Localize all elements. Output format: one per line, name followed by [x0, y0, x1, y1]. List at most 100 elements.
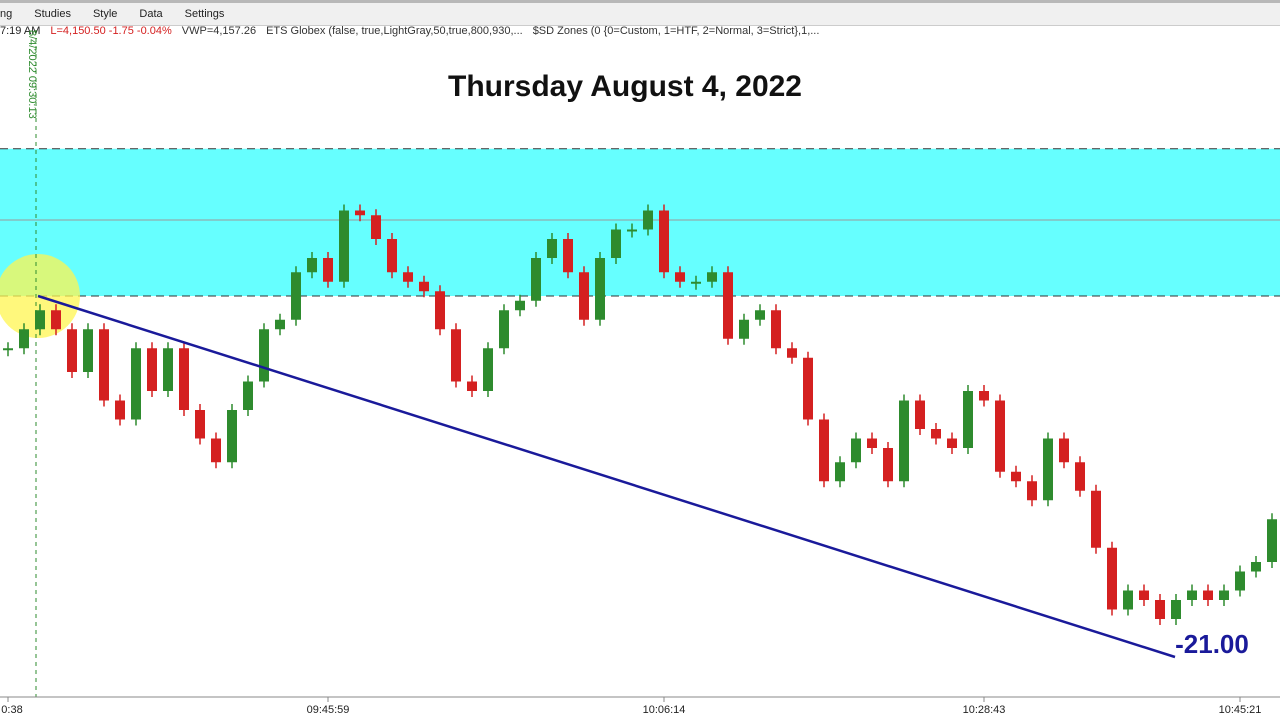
- candle: [227, 410, 237, 463]
- candle: [1107, 547, 1117, 610]
- candle: [339, 210, 349, 282]
- candle: [979, 391, 989, 401]
- candle: [67, 329, 77, 372]
- candle: [403, 272, 413, 282]
- toolbar-item[interactable]: ng: [0, 8, 13, 20]
- cursor-label: 8/4/2022 09:30:13: [26, 30, 38, 119]
- candle: [195, 410, 205, 439]
- candle: [963, 391, 973, 448]
- candle: [355, 210, 365, 216]
- candle: [611, 229, 621, 258]
- candle: [835, 462, 845, 482]
- candle: [1043, 438, 1053, 501]
- toolbar-item[interactable]: Settings: [184, 8, 225, 20]
- candle: [259, 329, 269, 382]
- candle: [35, 310, 45, 330]
- info-text: L=4,150.50 -1.75 -0.04%: [50, 25, 172, 37]
- candle: [515, 300, 525, 311]
- candle: [3, 348, 13, 351]
- info-text: VWP=4,157.26: [181, 25, 257, 37]
- candle: [819, 419, 829, 482]
- candle: [931, 429, 941, 439]
- candle: [787, 348, 797, 358]
- candle: [899, 400, 909, 482]
- candle: [19, 329, 29, 349]
- info-text: 7:19 AM: [0, 25, 41, 37]
- candle: [451, 329, 461, 382]
- candle: [947, 438, 957, 448]
- candle: [147, 348, 157, 391]
- candle: [691, 281, 701, 284]
- x-tick-label: 0:38: [1, 704, 22, 716]
- candle: [467, 381, 477, 391]
- candle: [1075, 462, 1085, 491]
- candle: [323, 258, 333, 282]
- x-tick-label: 09:45:59: [307, 704, 350, 716]
- candle: [1155, 600, 1165, 619]
- candle: [867, 438, 877, 448]
- candle: [547, 239, 557, 258]
- candle: [1011, 471, 1021, 482]
- candle: [995, 400, 1005, 472]
- candle: [419, 281, 429, 292]
- info-bar: 7:19 AM L=4,150.50 -1.75 -0.04% VWP=4,157.…: [0, 25, 829, 39]
- candle: [707, 272, 717, 282]
- info-text: ETS Globex (false, true,LightGray,50,tru…: [266, 25, 523, 37]
- candle: [915, 400, 925, 429]
- candle: [1139, 590, 1149, 600]
- candle: [563, 239, 573, 273]
- trendline-label: -21.00: [1175, 629, 1249, 659]
- candle: [115, 400, 125, 420]
- x-tick-label: 10:45:21: [1219, 704, 1262, 716]
- candle: [1027, 481, 1037, 501]
- candle: [1251, 562, 1261, 572]
- candle: [531, 258, 541, 301]
- candle: [755, 310, 765, 320]
- candle: [723, 272, 733, 339]
- candle: [179, 348, 189, 410]
- toolbar: ng Studies Style Data Settings: [0, 0, 1280, 26]
- toolbar-item[interactable]: Data: [139, 8, 163, 20]
- trendline: [37, 294, 1176, 659]
- candle: [643, 210, 653, 230]
- candle: [1091, 490, 1101, 548]
- candle: [1171, 600, 1181, 619]
- candle: [99, 329, 109, 401]
- candle: [579, 272, 589, 320]
- candle: [851, 438, 861, 463]
- candle: [435, 291, 445, 330]
- candle: [1059, 438, 1069, 463]
- toolbar-item[interactable]: Studies: [34, 8, 71, 20]
- candle: [51, 310, 61, 330]
- candle: [739, 319, 749, 339]
- candle: [595, 258, 605, 320]
- candle: [1267, 519, 1277, 562]
- candle: [771, 310, 781, 349]
- info-text: $SD Zones (0 {0=Custom, 1=HTF, 2=Normal,…: [532, 25, 820, 37]
- candle: [211, 438, 221, 463]
- zone: [0, 148, 1280, 296]
- candle: [291, 272, 301, 320]
- chart-title: Thursday August 4, 2022: [448, 70, 802, 103]
- candle: [275, 319, 285, 330]
- candle: [1123, 590, 1133, 610]
- candle: [883, 448, 893, 482]
- candle: [1187, 590, 1197, 600]
- candle: [163, 348, 173, 391]
- candle: [627, 229, 637, 232]
- candle: [83, 329, 93, 372]
- x-tick-label: 10:06:14: [643, 704, 686, 716]
- candle: [307, 258, 317, 273]
- candle: [1203, 590, 1213, 600]
- candle: [387, 239, 397, 273]
- candle: [1235, 571, 1245, 591]
- candle: [483, 348, 493, 391]
- candle: [371, 215, 381, 239]
- candle: [243, 381, 253, 410]
- toolbar-item[interactable]: Style: [92, 8, 118, 20]
- candle: [1219, 590, 1229, 600]
- candle: [499, 310, 509, 349]
- candle: [659, 210, 669, 273]
